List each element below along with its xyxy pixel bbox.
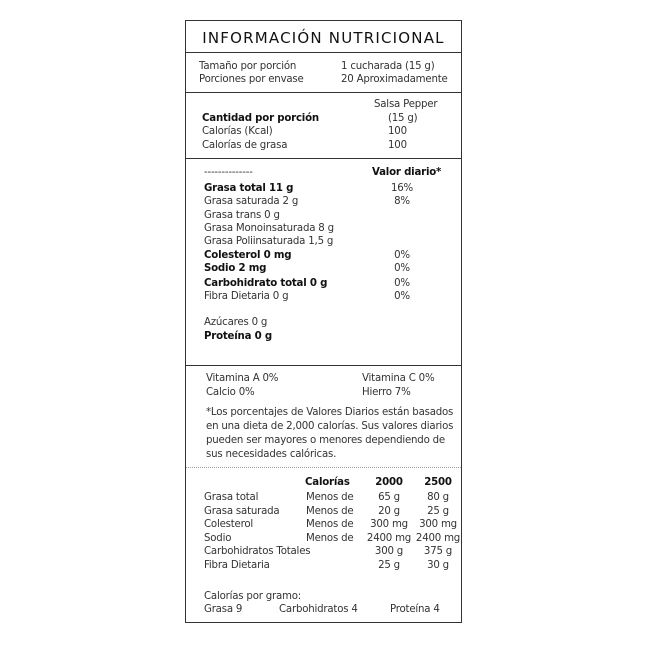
ref-2500: 2400 mg [415, 532, 461, 544]
per-gram-protein: Proteína 4 [390, 604, 440, 615]
footnote-line: *Los porcentajes de Valores Diarios está… [206, 407, 454, 418]
servings-value: 20 Aproximadamente [341, 74, 448, 85]
nutrient-label: Grasa total 11 g [204, 183, 294, 194]
ref-header-2500: 2500 [424, 477, 452, 488]
servings-label: Porciones por envase [199, 74, 304, 85]
serving-size-value: 1 cucharada (15 g) [341, 61, 435, 72]
nutrient-daily-value: 0% [394, 263, 410, 274]
footnote-line: pueden ser mayores o menores dependiendo… [206, 435, 445, 446]
ref-2000: 65 g [378, 492, 400, 503]
nutrient-label: Azúcares 0 g [204, 317, 268, 328]
nutrient-label: Grasa trans 0 g [204, 210, 280, 221]
divider [186, 52, 461, 53]
ref-2500: 30 g [427, 560, 449, 571]
nutrient-label: Fibra Dietaria 0 g [204, 291, 289, 302]
ref-2500: 80 g [427, 492, 449, 503]
nutrient-daily-value: 16% [390, 183, 414, 194]
calories-value: 100 [388, 126, 407, 137]
nutrient-label: Grasa Poliinsaturada 1,5 g [204, 236, 334, 247]
iron: Hierro 7% [362, 387, 411, 398]
vitamin-c: Vitamina C 0% [362, 373, 435, 384]
ref-nutrient: Colesterol [204, 519, 254, 531]
portion: (15 g) [388, 113, 418, 124]
ref-nutrient: Grasa saturada [204, 505, 280, 517]
calcium: Calcio 0% [206, 387, 255, 398]
ref-2000: 300 g [374, 546, 404, 558]
ref-2000: 25 g [378, 560, 400, 571]
ref-2000: 300 mg [370, 519, 408, 531]
ref-nutrient: Fibra Dietaria [204, 560, 270, 571]
ref-header-calories: Calorías [305, 477, 350, 488]
ref-nutrient: Grasa total [204, 492, 259, 503]
nutrient-daily-value: 0% [394, 291, 410, 302]
nutrient-label: Proteína 0 g [204, 331, 272, 342]
divider [186, 92, 461, 93]
ref-header-2000: 2000 [375, 477, 403, 488]
calories-label: Calorías (Kcal) [202, 126, 273, 137]
ref-qualifier: Menos de [306, 532, 354, 544]
ref-nutrient: Carbohidratos Totales [204, 546, 311, 558]
ref-qualifier: Menos de [306, 492, 354, 503]
ref-qualifier: Menos de [306, 519, 354, 531]
serving-size-label: Tamaño por porción [199, 61, 297, 72]
nutrient-label: Sodio 2 mg [204, 263, 267, 274]
footnote-line: sus necesidades calóricas. [206, 449, 337, 460]
product-name: Salsa Pepper [374, 99, 438, 110]
fat-calories-value: 100 [388, 140, 407, 151]
divider [186, 158, 461, 159]
nutrient-daily-value: 0% [394, 250, 410, 261]
ref-2500: 25 g [427, 505, 449, 517]
footnote-line: en una dieta de 2,000 calorías. Sus valo… [206, 421, 454, 432]
nutrition-label: INFORMACIÓN NUTRICIONAL Tamaño por porci… [185, 20, 462, 623]
per-gram-carbs: Carbohidratos 4 [279, 604, 358, 615]
nutrient-label: Colesterol 0 mg [204, 250, 292, 261]
nutrient-daily-value: 0% [394, 278, 410, 289]
ref-nutrient: Sodio [204, 532, 232, 544]
per-gram-title: Calorías por gramo: [204, 591, 302, 602]
nutrient-label: Carbohidrato total 0 g [204, 278, 328, 289]
divider [186, 365, 461, 366]
label-title: INFORMACIÓN NUTRICIONAL [202, 29, 445, 47]
per-gram-fat: Grasa 9 [204, 604, 243, 615]
dashes: -------------- [204, 167, 253, 178]
amount-header: Cantidad por porción [202, 113, 319, 124]
nutrient-label: Grasa saturada 2 g [204, 196, 299, 207]
ref-2500: 300 mg [419, 519, 457, 531]
vitamin-a: Vitamina A 0% [206, 373, 279, 384]
daily-value-header: Valor diario* [372, 167, 442, 178]
ref-qualifier: Menos de [306, 505, 354, 517]
fat-calories-label: Calorías de grasa [202, 140, 288, 151]
dotted-divider [186, 467, 461, 468]
ref-2000: 2400 mg [366, 532, 412, 544]
ref-2000: 20 g [378, 505, 400, 517]
nutrient-label: Grasa Monoinsaturada 8 g [204, 223, 334, 234]
nutrient-daily-value: 8% [394, 196, 410, 207]
ref-2500: 375 g [423, 546, 453, 558]
